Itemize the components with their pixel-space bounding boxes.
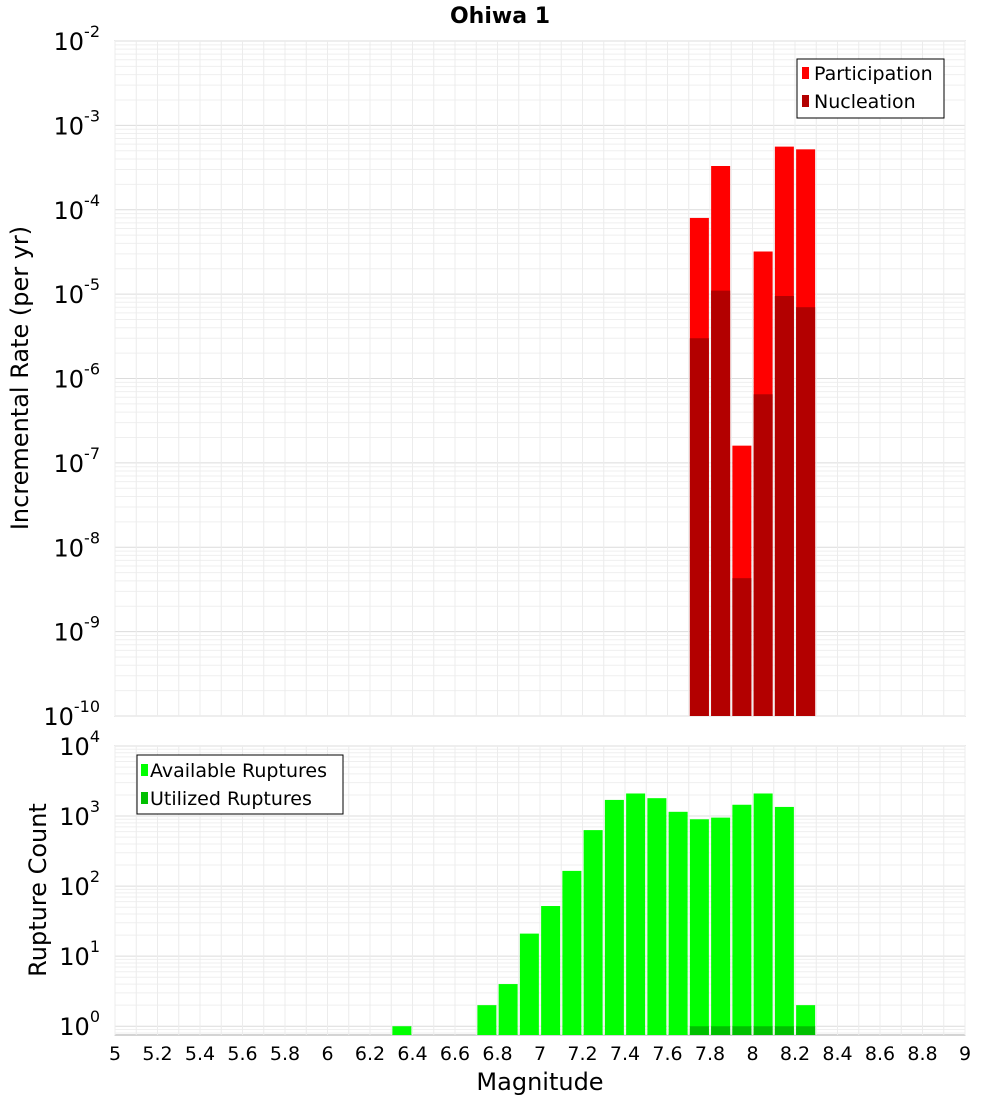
y-tick-label: 102 [59, 867, 100, 901]
bar-overlay-m7.75 [689, 1026, 709, 1035]
chart-title: Ohiwa 1 [450, 4, 550, 29]
x-tick-label: 5.4 [185, 1043, 215, 1065]
bar-overlay-m7.95 [732, 1026, 752, 1035]
bar-m7.95 [732, 804, 752, 1035]
legend-label-nucleation: Nucleation [814, 91, 916, 113]
legend-label-participation: Participation [814, 63, 933, 85]
bar-m7.15 [562, 870, 582, 1035]
bar-m7.45 [626, 793, 646, 1035]
x-tick-label: 8.2 [780, 1043, 810, 1065]
x-tick-label: 8.4 [822, 1043, 852, 1065]
top-grid [114, 40, 966, 717]
y-tick-label: 10-9 [54, 613, 101, 647]
x-tick-label: 7.8 [695, 1043, 725, 1065]
x-tick-label: 8.8 [907, 1043, 937, 1065]
x-tick-label: 5.8 [270, 1043, 300, 1065]
bar-overlay-m8.15 [774, 296, 794, 716]
x-tick-label: 7.6 [652, 1043, 682, 1065]
y-tick-label: 104 [59, 727, 100, 761]
bottom-y-tick-labels: 100 101 102 103 104 [59, 727, 100, 1041]
x-tick-label: 6.2 [355, 1043, 385, 1065]
x-tick-label: 8 [746, 1043, 758, 1065]
y-tick-label: 101 [59, 937, 100, 971]
bar-m8.05 [753, 793, 773, 1035]
y-tick-label: 100 [59, 1007, 100, 1041]
x-tick-label: 7 [534, 1043, 546, 1065]
legend-swatch-nucleation [802, 95, 809, 107]
bar-m7.25 [583, 830, 603, 1035]
bar-m7.85 [711, 817, 731, 1035]
x-tick-label: 5.2 [142, 1043, 172, 1065]
legend-swatch-available [141, 764, 148, 776]
legend-label-available: Available Ruptures [150, 760, 327, 782]
bottom-y-axis-label: Rupture Count [24, 803, 52, 977]
x-tick-label: 6.8 [482, 1043, 512, 1065]
bar-m7.65 [668, 811, 688, 1035]
y-tick-label: 10-5 [54, 275, 101, 309]
bar-m7.35 [604, 799, 624, 1035]
y-tick-label: 10-7 [54, 444, 101, 478]
x-tick-label: 9 [959, 1043, 971, 1065]
y-tick-label: 10-3 [54, 106, 101, 140]
y-tick-label: 10-8 [54, 528, 101, 562]
x-tick-label: 5 [109, 1043, 121, 1065]
bar-m8.15 [774, 806, 794, 1035]
y-tick-label: 10-10 [43, 697, 100, 731]
top-y-tick-labels: 10-10 10-9 10-8 10-7 10-6 10-5 10-4 10-3 10-2 [43, 22, 100, 731]
legend-swatch-utilized [141, 792, 148, 804]
bar-m6.75 [477, 1005, 497, 1035]
top-legend: Participation Nucleation [796, 58, 945, 119]
y-tick-label: 10-4 [54, 191, 101, 225]
top-legend-box [796, 58, 945, 119]
x-tick-label: 6 [321, 1043, 333, 1065]
bar-m6.35 [392, 1026, 412, 1035]
bar-m7.05 [541, 906, 561, 1035]
top-bars [689, 146, 816, 717]
bar-overlay-m7.75 [689, 338, 709, 716]
bottom-legend: Available Ruptures Utilized Ruptures [136, 754, 344, 815]
bottom-grid [114, 745, 966, 1035]
x-tick-labels: 5 5.2 5.4 5.6 5.8 6 6.2 6.4 6.6 6.8 7 7.2 7.4 7.6 7.8 8… [109, 1043, 971, 1065]
x-axis-label: Magnitude [476, 1068, 603, 1096]
bar-m6.95 [519, 933, 539, 1035]
bottom-legend-box [136, 754, 344, 815]
bar-m7.55 [647, 798, 667, 1035]
bar-overlay-m7.95 [732, 578, 752, 716]
bar-m6.85 [498, 984, 518, 1035]
bar-m7.75 [689, 819, 709, 1035]
bar-overlay-m8.25 [796, 307, 816, 716]
legend-label-utilized: Utilized Ruptures [150, 788, 312, 810]
bar-overlay-m8.05 [753, 394, 773, 716]
bar-overlay-m8.05 [753, 1026, 773, 1035]
bar-overlay-m8.25 [796, 1026, 816, 1035]
bottom-bars [392, 793, 816, 1035]
bar-overlay-m8.15 [774, 1026, 794, 1035]
bottom-panel: 100 101 102 103 104 5 5.2 5.4 5.6 5.8 6 6.2 6.4 6.6 6… [24, 727, 971, 1096]
x-tick-label: 8.6 [865, 1043, 895, 1065]
bar-overlay-m7.85 [711, 290, 731, 716]
top-panel: 10-10 10-9 10-8 10-7 10-6 10-5 10-4 10-3 10-2 In… [6, 22, 966, 731]
top-y-axis-label: Incremental Rate (per yr) [6, 226, 34, 530]
x-tick-label: 7.2 [567, 1043, 597, 1065]
x-tick-label: 5.6 [227, 1043, 257, 1065]
y-tick-label: 10-2 [54, 22, 101, 56]
x-tick-label: 7.4 [610, 1043, 640, 1065]
x-tick-label: 6.6 [440, 1043, 470, 1065]
y-tick-label: 10-6 [54, 360, 101, 394]
legend-swatch-participation [802, 67, 809, 79]
y-tick-label: 103 [59, 797, 100, 831]
bar-overlay-m7.85 [711, 1026, 731, 1035]
x-tick-label: 6.4 [397, 1043, 427, 1065]
